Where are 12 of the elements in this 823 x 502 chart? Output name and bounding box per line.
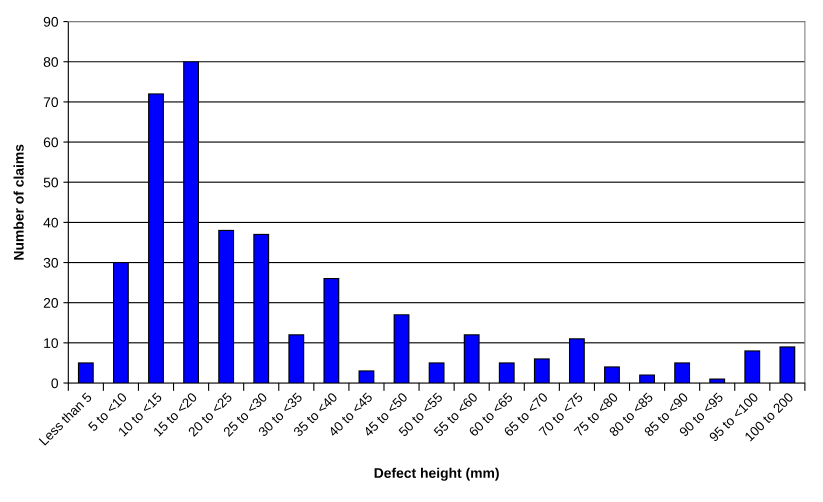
y-tick-label: 40 <box>43 218 58 228</box>
y-tick-label: 70 <box>44 97 58 108</box>
y-tick-label: 90 <box>44 16 58 27</box>
y-tick-label: 50 <box>44 178 58 188</box>
y-tick-label: 30 <box>44 258 58 268</box>
y-axis-title: Number of claims <box>14 144 24 260</box>
y-tick-label: 60 <box>44 137 58 148</box>
y-tick-label: 10 <box>44 338 58 348</box>
y-tick-label: 80 <box>44 57 58 67</box>
y-tick-label: 20 <box>44 298 58 308</box>
y-tick-label: 0 <box>51 378 58 388</box>
x-axis-title: Defect height (mm) <box>374 468 499 481</box>
